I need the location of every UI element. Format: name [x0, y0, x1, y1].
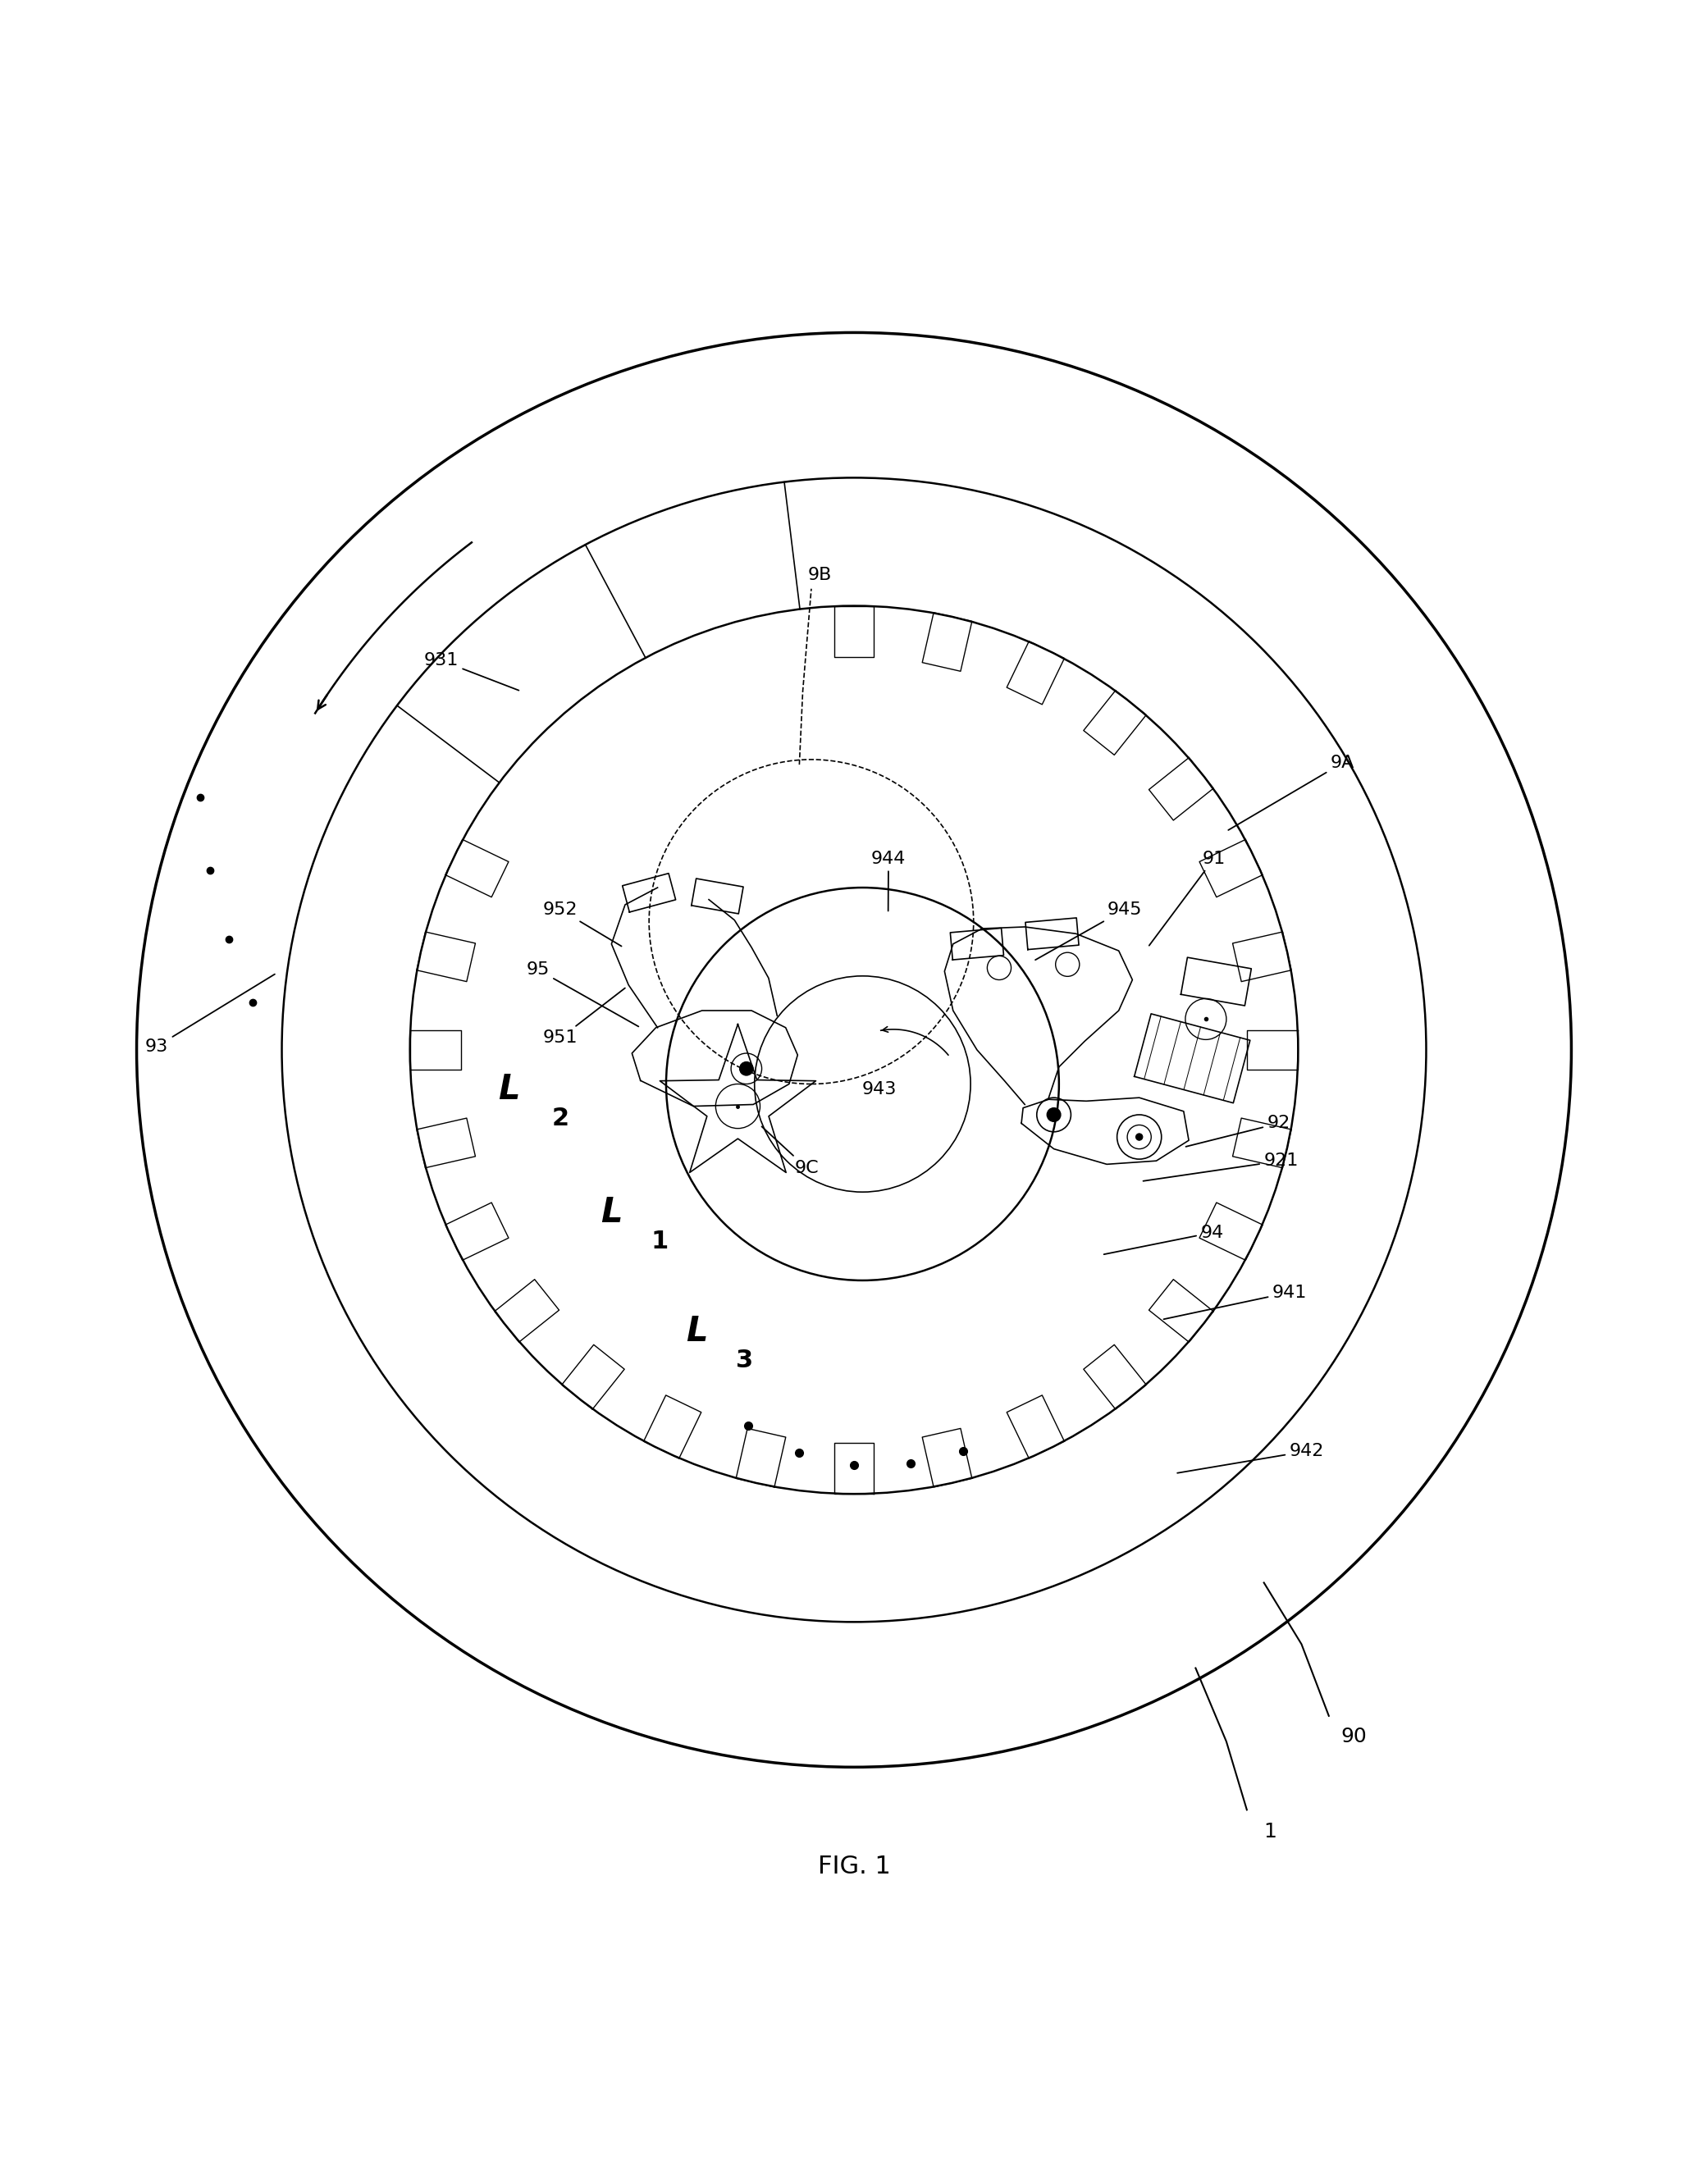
Text: 942: 942 — [1177, 1444, 1324, 1472]
Text: 921: 921 — [1143, 1153, 1298, 1182]
Text: L: L — [601, 1195, 622, 1229]
Text: FIG. 1: FIG. 1 — [818, 1854, 890, 1877]
Text: L: L — [687, 1314, 707, 1348]
Text: 1: 1 — [1264, 1821, 1278, 1843]
Text: 931: 931 — [424, 653, 519, 689]
Text: 9A: 9A — [1228, 754, 1354, 830]
Text: 944: 944 — [871, 850, 905, 911]
Text: L: L — [499, 1071, 519, 1106]
Text: 93: 93 — [145, 973, 275, 1054]
Circle shape — [740, 1062, 753, 1075]
Text: 90: 90 — [1341, 1726, 1366, 1745]
Text: 9B: 9B — [808, 566, 832, 583]
Text: 943: 943 — [863, 1082, 897, 1097]
Text: 945: 945 — [1035, 902, 1141, 960]
Text: 9C: 9C — [762, 1127, 818, 1175]
Text: 3: 3 — [736, 1348, 753, 1372]
Text: 94: 94 — [1103, 1225, 1225, 1255]
Text: 2: 2 — [552, 1106, 569, 1130]
Text: 92: 92 — [1185, 1114, 1291, 1147]
Text: 95: 95 — [526, 960, 639, 1025]
Text: 91: 91 — [1149, 850, 1226, 945]
Text: 1: 1 — [651, 1229, 668, 1253]
Text: 941: 941 — [1163, 1283, 1307, 1318]
Text: 952: 952 — [543, 902, 622, 945]
Circle shape — [1136, 1134, 1143, 1140]
Text: 951: 951 — [543, 989, 625, 1047]
Circle shape — [1047, 1108, 1061, 1121]
